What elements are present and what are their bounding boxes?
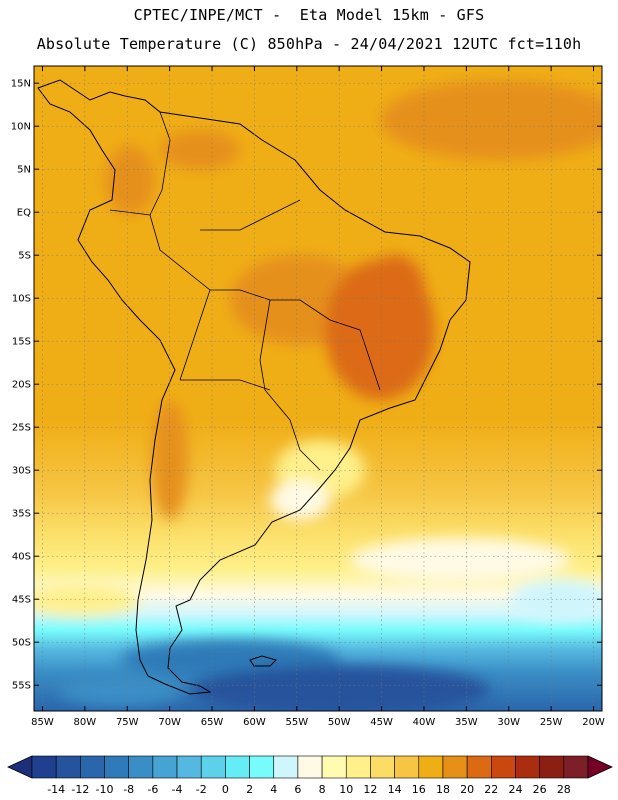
colorbar-swatch xyxy=(104,755,129,779)
lon-tick-label: 45W xyxy=(370,717,393,728)
colorbar-swatch xyxy=(128,755,154,779)
colorbar-label: 2 xyxy=(246,783,253,796)
colorbar-swatch xyxy=(297,755,323,779)
colorbar-label: -8 xyxy=(123,783,134,796)
colorbar-swatch xyxy=(55,755,81,779)
colorbar-swatch xyxy=(370,755,395,779)
lat-tick-label: 5S xyxy=(18,251,31,262)
lat-tick-label: 40S xyxy=(12,552,31,563)
colorbar-label: 28 xyxy=(557,783,571,796)
lon-tick-label: 25W xyxy=(540,717,563,728)
colorbar-swatch xyxy=(200,755,226,779)
colorbar-swatch xyxy=(80,755,105,779)
lat-tick-label: 50S xyxy=(12,638,31,649)
lat-tick-label: 10N xyxy=(11,122,31,133)
colorbar-label: -12 xyxy=(71,783,89,796)
colorbar-right-cap xyxy=(587,755,613,779)
lat-tick-label: 55S xyxy=(12,681,31,692)
lon-tick-label: 40W xyxy=(413,717,436,728)
lon-tick-label: 60W xyxy=(243,717,266,728)
coastline-borders xyxy=(37,79,471,695)
lon-tick-label: 55W xyxy=(285,717,308,728)
colorbar-swatch xyxy=(273,755,299,779)
lon-tick-label: 30W xyxy=(497,717,520,728)
colorbar-label: -6 xyxy=(147,783,158,796)
lat-tick-label: 15N xyxy=(11,79,31,90)
colorbar-label: 14 xyxy=(388,783,402,796)
colorbar-swatch xyxy=(539,755,565,779)
colorbar-label: -14 xyxy=(47,783,65,796)
lon-tick-label: 85W xyxy=(31,717,54,728)
longitude-axis: 85W 80W 75W 70W 65W 60W 55W 50W 45W 40W 35W 30W 25W 2… xyxy=(31,66,605,728)
colorbar-swatch xyxy=(249,755,275,779)
colorbar-swatch xyxy=(466,755,492,779)
map-title-line1: CPTEC/INPE/MCT - Eta Model 15km - GFS xyxy=(133,6,485,24)
lon-tick-label: 65W xyxy=(201,717,224,728)
colorbar-label: 24 xyxy=(508,783,522,796)
lon-tick-label: 35W xyxy=(455,717,478,728)
colorbar-swatch xyxy=(563,755,589,779)
colorbar-swatch xyxy=(31,755,57,779)
colorbar-swatch xyxy=(442,755,468,779)
colorbar-label: 10 xyxy=(339,783,353,796)
colorbar-label: -4 xyxy=(172,783,183,796)
colorbar-swatch xyxy=(418,755,444,779)
colorbar-label: 4 xyxy=(270,783,277,796)
colorbar-label: 6 xyxy=(294,783,301,796)
graticule xyxy=(34,66,602,711)
colorbar-label: 8 xyxy=(319,783,326,796)
falkland-islands xyxy=(249,655,277,667)
temperature-colorbar xyxy=(7,755,613,779)
colorbar-label: -10 xyxy=(96,783,114,796)
colorbar-swatch xyxy=(491,755,516,779)
lon-tick-label: 20W xyxy=(582,717,605,728)
country-borders xyxy=(109,111,381,471)
colorbar-label: 20 xyxy=(460,783,474,796)
lat-tick-label: 45S xyxy=(12,595,31,606)
lat-tick-label: 5N xyxy=(17,165,31,176)
latitude-axis: 15N 10N 5N EQ 5S 10S 15S 20S 25S 30S 35S 40S 45S 50S 5… xyxy=(11,79,602,692)
colorbar-labels: -14 -12 -10 -8 -6 -4 -2 0 2 4 6 8 10 12 14 16 18 20 22 24 26… xyxy=(47,783,571,796)
lat-tick-label: 35S xyxy=(12,509,31,520)
lat-tick-label: EQ xyxy=(17,208,31,219)
lat-tick-label: 15S xyxy=(12,337,31,348)
colorbar-label: 22 xyxy=(484,783,498,796)
colorbar-label: 12 xyxy=(363,783,377,796)
lat-tick-label: 20S xyxy=(12,380,31,391)
map-frame xyxy=(33,65,603,712)
colorbar-label: 0 xyxy=(222,783,229,796)
lon-tick-label: 80W xyxy=(74,717,97,728)
colorbar-label: 18 xyxy=(436,783,450,796)
colorbar-swatch xyxy=(176,755,202,779)
map-title-line2: Absolute Temperature (C) 850hPa - 24/04/… xyxy=(36,35,582,53)
colorbar-label: 26 xyxy=(533,783,547,796)
south-america-coastline xyxy=(37,79,471,695)
lon-tick-label: 50W xyxy=(328,717,351,728)
colorbar-swatch xyxy=(152,755,178,779)
colorbar-label: -2 xyxy=(196,783,207,796)
colorbar-swatch xyxy=(225,755,250,779)
lon-tick-label: 75W xyxy=(116,717,139,728)
colorbar-label: 16 xyxy=(412,783,426,796)
temperature-field xyxy=(34,66,602,711)
lat-tick-label: 10S xyxy=(12,294,31,305)
lon-tick-label: 70W xyxy=(158,717,181,728)
colorbar-swatch xyxy=(345,755,371,779)
colorbar-swatch xyxy=(394,755,420,779)
lat-tick-label: 30S xyxy=(12,466,31,477)
lat-tick-label: 25S xyxy=(12,423,31,434)
colorbar-swatch xyxy=(515,755,540,779)
colorbar-left-cap xyxy=(7,755,33,779)
colorbar-swatch xyxy=(321,755,347,779)
